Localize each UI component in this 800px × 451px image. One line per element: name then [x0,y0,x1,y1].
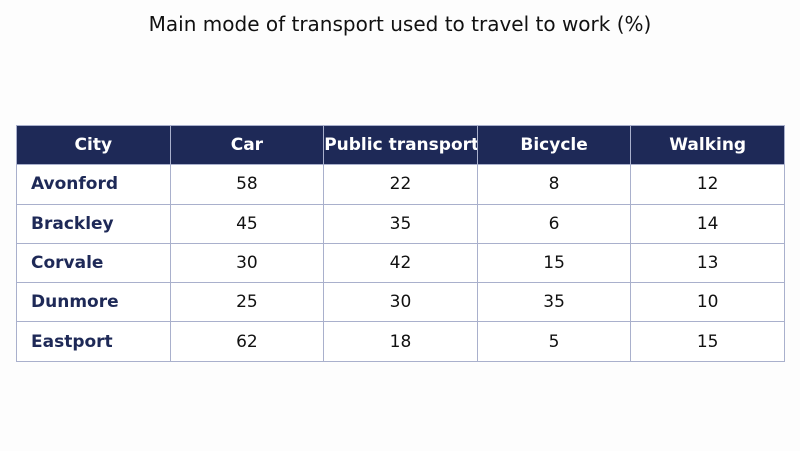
table-cell: 30 [323,282,478,323]
table-cell: 13 [630,242,785,284]
table-cell: 45 [169,203,325,244]
table-cell: 62 [169,321,325,362]
table-cell: 5 [476,321,632,362]
table-cell: 14 [630,203,785,244]
column-header: City [16,124,171,166]
table-cell: 30 [169,242,325,284]
data-table: City Car Public transport Bicycle Walking Av… [16,124,785,362]
table-row: Dunmore 25 30 35 10 [16,282,785,323]
table-cell: 15 [476,242,632,284]
table-row: Eastport 62 18 5 15 [16,321,785,362]
table-cell: 10 [630,282,785,323]
table-cell: 6 [476,203,632,244]
column-header: Car [169,124,325,166]
column-header: Public transport [323,124,478,166]
table-cell: 18 [323,321,478,362]
table-cell: 12 [630,164,785,205]
chart-title: Main mode of transport used to travel to… [148,12,652,36]
table-cell: 35 [476,282,632,323]
column-header: Walking [630,124,785,166]
table-row: Avonford 58 22 8 12 [16,164,785,205]
table-cell: 42 [323,242,478,284]
table-cell: 22 [323,164,478,205]
row-label-city: Corvale [16,242,171,284]
table-cell: 15 [630,321,785,362]
table-cell: 35 [323,203,478,244]
column-header: Bicycle [476,124,632,166]
table-cell: 25 [169,282,325,323]
row-label-city: Dunmore [16,282,171,323]
table-header-row: City Car Public transport Bicycle Walking [16,124,785,166]
table-cell: 58 [169,164,325,205]
row-label-city: Brackley [16,203,171,244]
table-row: Brackley 45 35 6 14 [16,203,785,244]
table-cell: 8 [476,164,632,205]
table-row: Corvale 30 42 15 13 [16,242,785,284]
row-label-city: Avonford [16,164,171,205]
row-label-city: Eastport [16,321,171,362]
